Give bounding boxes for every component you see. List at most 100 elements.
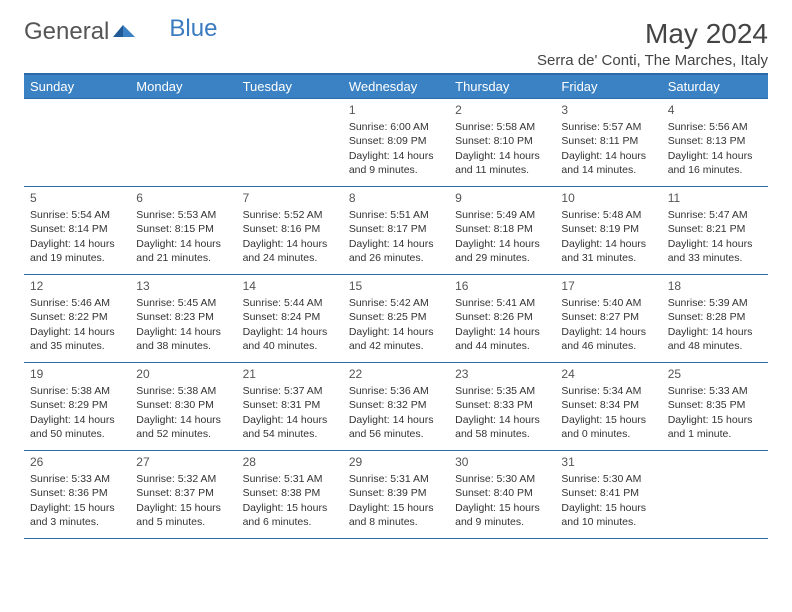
calendar-day-cell bbox=[237, 99, 343, 187]
day-number: 20 bbox=[136, 366, 230, 382]
day-info-line: Daylight: 15 hours bbox=[455, 501, 549, 515]
calendar-day-cell: 16Sunrise: 5:41 AMSunset: 8:26 PMDayligh… bbox=[449, 275, 555, 363]
month-title: May 2024 bbox=[537, 18, 768, 50]
day-info-line: and 54 minutes. bbox=[243, 427, 337, 441]
day-info-line: and 35 minutes. bbox=[30, 339, 124, 353]
day-info-line: and 29 minutes. bbox=[455, 251, 549, 265]
day-info-line: Sunrise: 5:37 AM bbox=[243, 384, 337, 398]
day-info-line: Sunrise: 5:38 AM bbox=[30, 384, 124, 398]
day-info-line: Daylight: 14 hours bbox=[30, 325, 124, 339]
day-info-line: Sunrise: 5:47 AM bbox=[668, 208, 762, 222]
calendar-body: 1Sunrise: 6:00 AMSunset: 8:09 PMDaylight… bbox=[24, 99, 768, 539]
day-info-line: Daylight: 15 hours bbox=[561, 413, 655, 427]
day-info-line: Daylight: 14 hours bbox=[455, 237, 549, 251]
day-info-line: Sunrise: 5:52 AM bbox=[243, 208, 337, 222]
day-info-line: Sunset: 8:31 PM bbox=[243, 398, 337, 412]
day-info-line: Sunset: 8:22 PM bbox=[30, 310, 124, 324]
day-info-line: Sunset: 8:40 PM bbox=[455, 486, 549, 500]
day-info-line: Daylight: 14 hours bbox=[243, 325, 337, 339]
day-info-line: Sunrise: 5:46 AM bbox=[30, 296, 124, 310]
day-info-line: and 52 minutes. bbox=[136, 427, 230, 441]
day-info-line: Sunset: 8:11 PM bbox=[561, 134, 655, 148]
day-info-line: Sunrise: 5:34 AM bbox=[561, 384, 655, 398]
day-info-line: Sunrise: 5:32 AM bbox=[136, 472, 230, 486]
day-info-line: Sunrise: 5:48 AM bbox=[561, 208, 655, 222]
calendar-day-cell: 24Sunrise: 5:34 AMSunset: 8:34 PMDayligh… bbox=[555, 363, 661, 451]
day-info-line: and 31 minutes. bbox=[561, 251, 655, 265]
day-info-line: Sunset: 8:30 PM bbox=[136, 398, 230, 412]
day-info-line: Daylight: 15 hours bbox=[136, 501, 230, 515]
calendar-day-cell: 27Sunrise: 5:32 AMSunset: 8:37 PMDayligh… bbox=[130, 451, 236, 539]
weekday-header-row: SundayMondayTuesdayWednesdayThursdayFrid… bbox=[24, 74, 768, 99]
day-info-line: Daylight: 14 hours bbox=[668, 325, 762, 339]
day-number: 12 bbox=[30, 278, 124, 294]
logo-text-a: General bbox=[24, 18, 109, 46]
day-number: 22 bbox=[349, 366, 443, 382]
calendar-day-cell: 26Sunrise: 5:33 AMSunset: 8:36 PMDayligh… bbox=[24, 451, 130, 539]
day-info-line: and 0 minutes. bbox=[561, 427, 655, 441]
weekday-header: Wednesday bbox=[343, 74, 449, 99]
weekday-header: Monday bbox=[130, 74, 236, 99]
logo-text-b: Blue bbox=[169, 15, 217, 43]
day-info-line: and 10 minutes. bbox=[561, 515, 655, 529]
weekday-header: Thursday bbox=[449, 74, 555, 99]
day-info-line: Sunset: 8:27 PM bbox=[561, 310, 655, 324]
calendar-day-cell bbox=[24, 99, 130, 187]
day-info-line: Sunrise: 5:53 AM bbox=[136, 208, 230, 222]
calendar-day-cell: 19Sunrise: 5:38 AMSunset: 8:29 PMDayligh… bbox=[24, 363, 130, 451]
calendar-day-cell: 11Sunrise: 5:47 AMSunset: 8:21 PMDayligh… bbox=[662, 187, 768, 275]
calendar-day-cell: 8Sunrise: 5:51 AMSunset: 8:17 PMDaylight… bbox=[343, 187, 449, 275]
day-number: 17 bbox=[561, 278, 655, 294]
day-number: 31 bbox=[561, 454, 655, 470]
day-number: 8 bbox=[349, 190, 443, 206]
day-number: 6 bbox=[136, 190, 230, 206]
calendar-day-cell: 29Sunrise: 5:31 AMSunset: 8:39 PMDayligh… bbox=[343, 451, 449, 539]
day-info-line: Sunset: 8:21 PM bbox=[668, 222, 762, 236]
day-info-line: and 56 minutes. bbox=[349, 427, 443, 441]
day-info-line: and 21 minutes. bbox=[136, 251, 230, 265]
day-info-line: and 8 minutes. bbox=[349, 515, 443, 529]
calendar-day-cell bbox=[130, 99, 236, 187]
weekday-header: Tuesday bbox=[237, 74, 343, 99]
calendar-day-cell: 1Sunrise: 6:00 AMSunset: 8:09 PMDaylight… bbox=[343, 99, 449, 187]
day-info-line: Sunrise: 5:33 AM bbox=[30, 472, 124, 486]
calendar-week-row: 12Sunrise: 5:46 AMSunset: 8:22 PMDayligh… bbox=[24, 275, 768, 363]
calendar-day-cell: 6Sunrise: 5:53 AMSunset: 8:15 PMDaylight… bbox=[130, 187, 236, 275]
day-info-line: Sunrise: 5:40 AM bbox=[561, 296, 655, 310]
day-info-line: and 19 minutes. bbox=[30, 251, 124, 265]
day-info-line: Sunrise: 5:33 AM bbox=[668, 384, 762, 398]
day-info-line: Sunset: 8:16 PM bbox=[243, 222, 337, 236]
day-info-line: Sunrise: 5:54 AM bbox=[30, 208, 124, 222]
day-info-line: Sunrise: 5:39 AM bbox=[668, 296, 762, 310]
day-number: 30 bbox=[455, 454, 549, 470]
day-info-line: Sunset: 8:35 PM bbox=[668, 398, 762, 412]
day-info-line: Daylight: 14 hours bbox=[349, 149, 443, 163]
day-number: 4 bbox=[668, 102, 762, 118]
day-info-line: and 5 minutes. bbox=[136, 515, 230, 529]
day-info-line: Sunset: 8:25 PM bbox=[349, 310, 443, 324]
weekday-header: Friday bbox=[555, 74, 661, 99]
day-info-line: and 58 minutes. bbox=[455, 427, 549, 441]
day-info-line: Daylight: 15 hours bbox=[243, 501, 337, 515]
calendar-day-cell: 20Sunrise: 5:38 AMSunset: 8:30 PMDayligh… bbox=[130, 363, 236, 451]
calendar-day-cell: 5Sunrise: 5:54 AMSunset: 8:14 PMDaylight… bbox=[24, 187, 130, 275]
day-info-line: Sunrise: 5:30 AM bbox=[561, 472, 655, 486]
day-info-line: Sunset: 8:41 PM bbox=[561, 486, 655, 500]
day-info-line: Daylight: 14 hours bbox=[349, 413, 443, 427]
calendar-day-cell: 10Sunrise: 5:48 AMSunset: 8:19 PMDayligh… bbox=[555, 187, 661, 275]
day-info-line: and 38 minutes. bbox=[136, 339, 230, 353]
day-number: 25 bbox=[668, 366, 762, 382]
location-label: Serra de' Conti, The Marches, Italy bbox=[537, 52, 768, 69]
day-number: 16 bbox=[455, 278, 549, 294]
day-info-line: and 33 minutes. bbox=[668, 251, 762, 265]
calendar-day-cell: 4Sunrise: 5:56 AMSunset: 8:13 PMDaylight… bbox=[662, 99, 768, 187]
calendar-day-cell bbox=[662, 451, 768, 539]
day-number: 11 bbox=[668, 190, 762, 206]
day-info-line: Daylight: 14 hours bbox=[349, 237, 443, 251]
day-info-line: and 46 minutes. bbox=[561, 339, 655, 353]
day-info-line: Daylight: 15 hours bbox=[349, 501, 443, 515]
day-info-line: Sunrise: 5:30 AM bbox=[455, 472, 549, 486]
page-header: General Blue May 2024 Serra de' Conti, T… bbox=[24, 18, 768, 69]
day-info-line: Daylight: 14 hours bbox=[561, 149, 655, 163]
day-number: 15 bbox=[349, 278, 443, 294]
